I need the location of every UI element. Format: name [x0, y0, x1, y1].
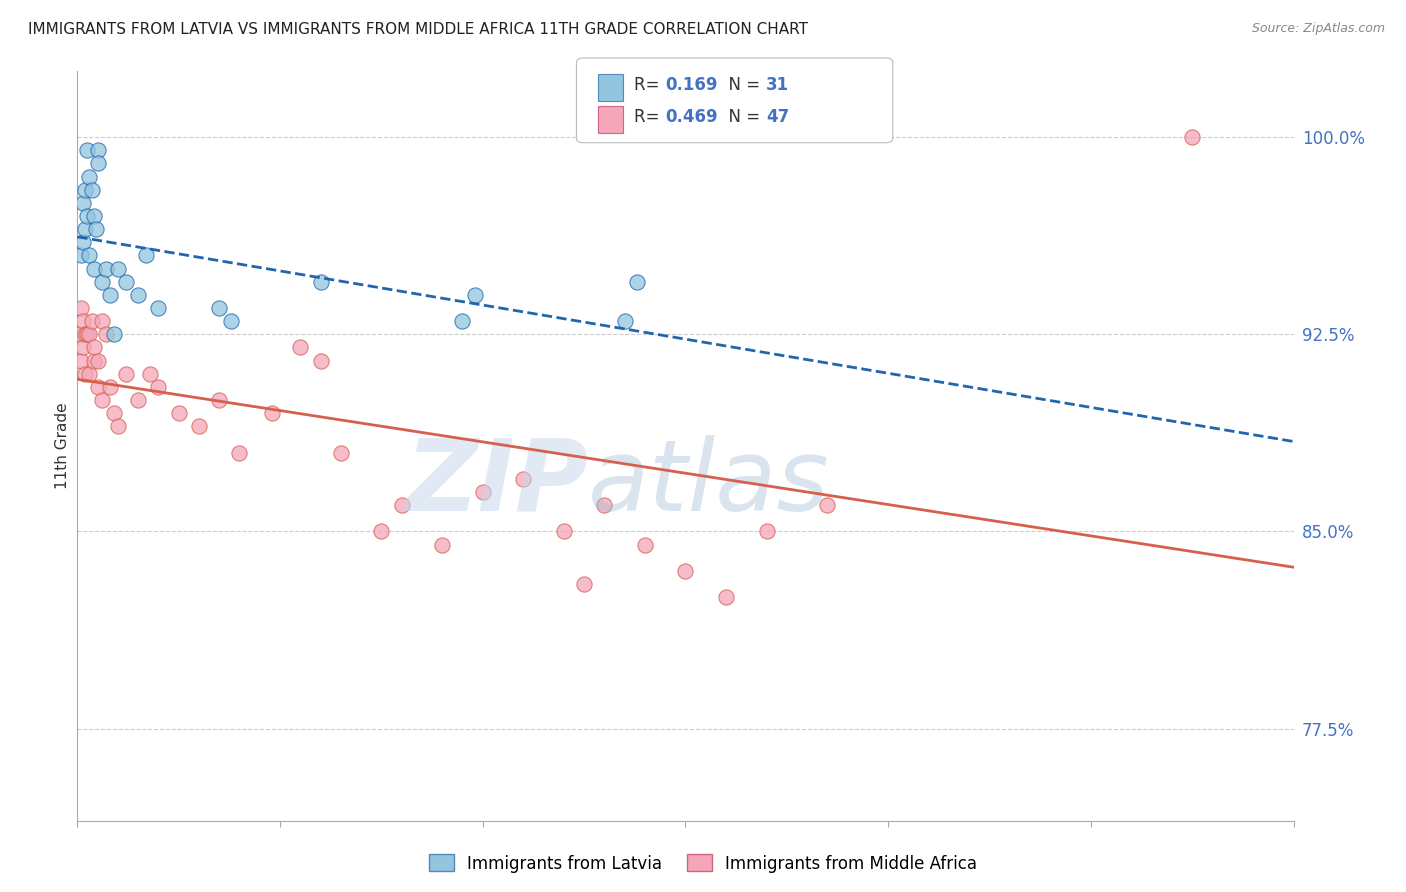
Point: [94, 261, 117, 276]
Point: [67, 327, 90, 342]
Point: [80, 183, 103, 197]
Point: [1181, 130, 1204, 145]
Text: IMMIGRANTS FROM LATVIA VS IMMIGRANTS FROM MIDDLE AFRICA 11TH GRADE CORRELATION C: IMMIGRANTS FROM LATVIA VS IMMIGRANTS FRO…: [28, 22, 808, 37]
Point: [115, 275, 138, 289]
Point: [72, 340, 94, 354]
Point: [98, 288, 121, 302]
Text: R=: R=: [634, 108, 665, 126]
Point: [391, 498, 413, 512]
Point: [148, 301, 170, 315]
Point: [471, 485, 494, 500]
Text: Source: ZipAtlas.com: Source: ZipAtlas.com: [1251, 22, 1385, 36]
Point: [70, 248, 93, 262]
Point: [79, 248, 101, 262]
Point: [512, 472, 534, 486]
Point: [75, 367, 97, 381]
Text: 0.469: 0.469: [665, 108, 717, 126]
Point: [430, 538, 453, 552]
Point: [94, 327, 117, 342]
Point: [127, 288, 149, 302]
Point: [329, 445, 352, 459]
Point: [76, 209, 98, 223]
Point: [370, 524, 392, 539]
Legend: Immigrants from Latvia, Immigrants from Middle Africa: Immigrants from Latvia, Immigrants from …: [422, 847, 984, 880]
Point: [84, 222, 107, 236]
Point: [464, 288, 486, 302]
Point: [634, 538, 657, 552]
Point: [90, 275, 112, 289]
Point: [79, 327, 101, 342]
Text: atlas: atlas: [588, 435, 830, 532]
Point: [107, 261, 129, 276]
Y-axis label: 11th Grade: 11th Grade: [55, 402, 70, 490]
Point: [208, 392, 231, 407]
Point: [75, 183, 97, 197]
Point: [593, 498, 616, 512]
Point: [755, 524, 778, 539]
Text: ZIP: ZIP: [405, 435, 588, 532]
Point: [83, 353, 105, 368]
Point: [107, 419, 129, 434]
Text: 47: 47: [766, 108, 790, 126]
Point: [90, 314, 112, 328]
Point: [90, 392, 112, 407]
Point: [127, 392, 149, 407]
Point: [70, 301, 93, 315]
Point: [115, 367, 138, 381]
Point: [86, 380, 108, 394]
Point: [139, 367, 162, 381]
Point: [98, 380, 121, 394]
Text: N =: N =: [718, 76, 766, 94]
Point: [167, 406, 190, 420]
Point: [148, 380, 170, 394]
Point: [79, 367, 101, 381]
Point: [714, 590, 737, 604]
Point: [208, 301, 231, 315]
Point: [76, 143, 98, 157]
Point: [675, 564, 697, 578]
Point: [83, 261, 105, 276]
Point: [83, 209, 105, 223]
Point: [70, 353, 93, 368]
Point: [626, 275, 648, 289]
Point: [553, 524, 575, 539]
Point: [572, 577, 595, 591]
Point: [309, 275, 332, 289]
Point: [188, 419, 211, 434]
Point: [103, 406, 125, 420]
Point: [260, 406, 283, 420]
Point: [72, 314, 94, 328]
Text: R=: R=: [634, 76, 665, 94]
Point: [815, 498, 838, 512]
Point: [290, 340, 312, 354]
Point: [75, 222, 97, 236]
Text: N =: N =: [718, 108, 766, 126]
Point: [72, 195, 94, 210]
Point: [451, 314, 474, 328]
Point: [135, 248, 157, 262]
Point: [613, 314, 636, 328]
Point: [83, 340, 105, 354]
Point: [86, 156, 108, 170]
Point: [72, 235, 94, 250]
Point: [76, 327, 98, 342]
Point: [79, 169, 101, 184]
Point: [80, 314, 103, 328]
Point: [86, 353, 108, 368]
Text: 31: 31: [766, 76, 789, 94]
Point: [221, 314, 243, 328]
Point: [75, 327, 97, 342]
Point: [228, 445, 250, 459]
Point: [309, 353, 332, 368]
Point: [86, 143, 108, 157]
Text: 0.169: 0.169: [665, 76, 717, 94]
Point: [103, 327, 125, 342]
